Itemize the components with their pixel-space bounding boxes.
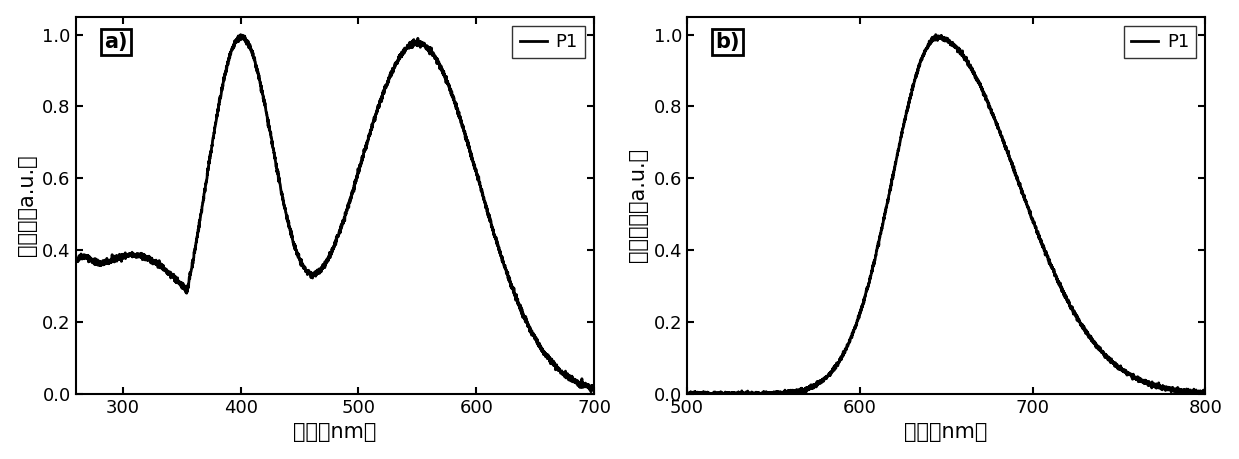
Legend: P1: P1 <box>513 26 585 58</box>
Legend: P1: P1 <box>1124 26 1197 58</box>
Y-axis label: 发射强度（a.u.）: 发射强度（a.u.） <box>628 148 648 263</box>
Text: a): a) <box>104 32 128 52</box>
Y-axis label: 吸光度（a.u.）: 吸光度（a.u.） <box>16 155 37 256</box>
Text: b): b) <box>715 32 740 52</box>
X-axis label: 波长（nm）: 波长（nm） <box>294 422 377 442</box>
X-axis label: 波长（nm）: 波长（nm） <box>904 422 987 442</box>
